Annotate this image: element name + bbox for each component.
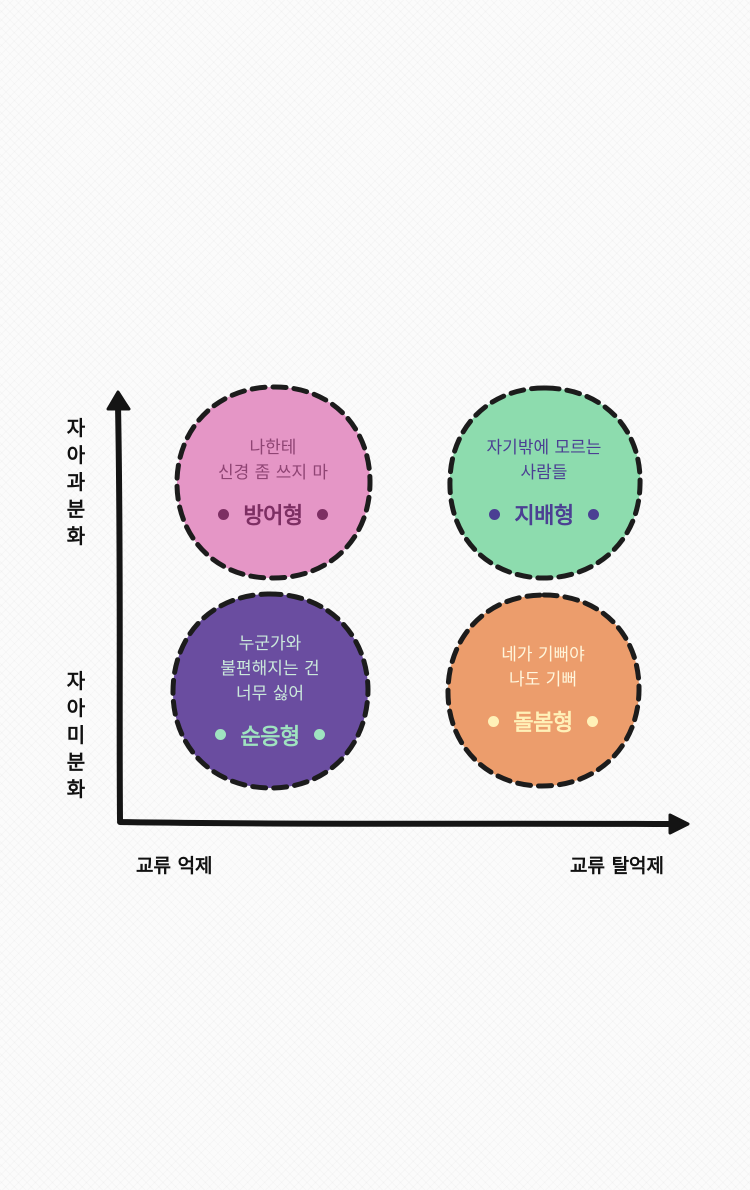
x-axis-line — [117, 819, 675, 827]
bullet-dot — [218, 508, 230, 520]
caption-line: 나한테 — [249, 438, 297, 458]
caption-line: 사람들 — [520, 463, 568, 483]
type-name-label: 돌봄형 — [513, 711, 573, 736]
quadrant-caring-type: 돌봄형 — [488, 705, 598, 737]
x-axis-right-label: 교류 탈억제 — [570, 855, 665, 877]
quadrant-caring-caption: 네가 기뻐야 나도 기뻐 — [501, 643, 585, 693]
quadrant-dominant-blob — [447, 385, 643, 581]
bullet-dot — [586, 715, 598, 727]
quadrant-submissive: 누군가와 불편해지는 건 너무 싫어 순응형 — [170, 591, 371, 791]
x-axis-arrowhead — [668, 813, 690, 835]
caption-line: 나도 기뻐 — [509, 670, 577, 690]
quadrant-defensive-caption: 나한테 신경 좀 쓰지 마 — [218, 436, 328, 486]
caption-line: 자기밖에 모르는 — [486, 438, 602, 458]
quadrant-dominant-type: 지배형 — [489, 498, 599, 530]
caption-line: 누군가와 — [238, 633, 302, 654]
bullet-dot — [488, 715, 500, 727]
quadrant-defensive: 나한테 신경 좀 쓰지 마 방어형 — [173, 383, 373, 583]
y-axis-top-label: 자아과분화 — [66, 416, 86, 548]
quadrant-defensive-blob — [174, 384, 373, 581]
type-name-label: 순응형 — [240, 724, 300, 750]
caption-line: 너무 싫어 — [236, 683, 304, 704]
type-name-label: 지배형 — [514, 504, 574, 529]
bullet-dot — [489, 508, 501, 520]
y-axis-arrowhead — [106, 390, 131, 411]
bullet-dot — [313, 729, 325, 740]
bullet-dot — [215, 729, 227, 740]
quadrant-defensive-type: 방어형 — [218, 498, 328, 530]
quadrant-dominant: 자기밖에 모르는 사람들 지배형 — [444, 383, 644, 583]
quadrant-submissive-type: 순응형 — [215, 719, 325, 751]
bullet-dot — [316, 508, 328, 520]
caption-line: 네가 기뻐야 — [501, 645, 585, 665]
quadrant-caring-blob — [445, 592, 642, 789]
caption-line: 불편해지는 건 — [220, 658, 320, 679]
bullet-dot — [587, 508, 599, 520]
type-name-label: 방어형 — [243, 504, 303, 529]
y-axis-line — [115, 402, 123, 823]
quadrant-submissive-caption: 누군가와 불편해지는 건 너무 싫어 — [220, 632, 319, 707]
quadrant-caring: 네가 기뻐야 나도 기뻐 돌봄형 — [443, 590, 643, 790]
y-axis-bottom-label: 자아미분화 — [66, 669, 86, 801]
quadrant-dominant-caption: 자기밖에 모르는 사람들 — [487, 436, 602, 486]
caption-line: 신경 좀 쓰지 마 — [217, 463, 329, 483]
x-axis-left-label: 교류 억제 — [136, 855, 213, 877]
